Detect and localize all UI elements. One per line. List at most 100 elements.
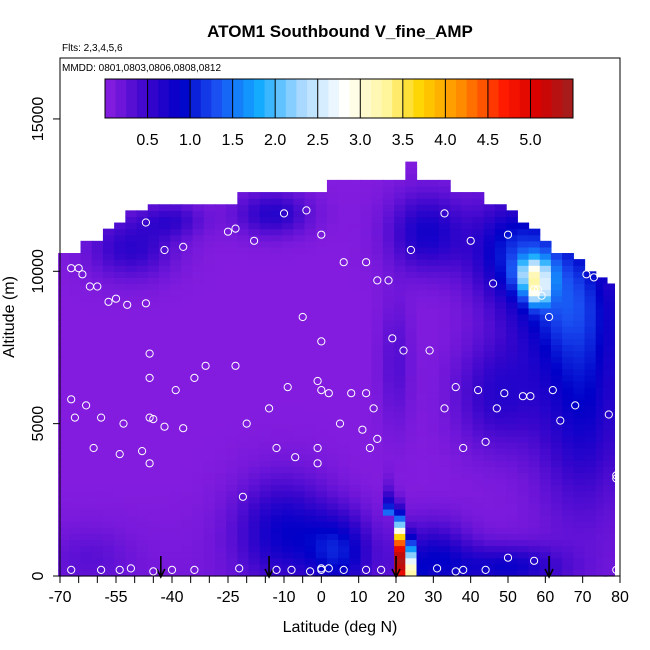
heatmap-cell [416,210,429,218]
heatmap-cell [203,545,216,553]
heatmap-cell [192,368,205,376]
heatmap-cell [573,374,586,382]
heatmap-cell [528,399,541,406]
heatmap-cell [494,228,507,236]
heatmap-cell [461,387,474,394]
heatmap-cell [237,326,250,333]
heatmap-cell [80,362,93,370]
heatmap-cell [248,313,261,321]
heatmap-cell [158,472,171,480]
heatmap-cell [181,271,194,278]
heatmap-cell [259,448,272,455]
heatmap-cell [259,344,272,352]
heatmap-cell [102,521,115,528]
heatmap-cell [214,204,227,211]
heatmap-cell [203,448,216,455]
heatmap-cell [450,234,462,242]
heatmap-cell [528,417,541,425]
heatmap-cell [494,429,507,437]
heatmap-cell [494,521,507,528]
heatmap-cell [226,539,238,547]
heatmap-cell [203,307,216,315]
heatmap-cell [528,551,541,559]
heatmap-cell [158,484,171,492]
heatmap-cell [214,210,227,218]
heatmap-cell [573,515,586,522]
heatmap-cell [517,563,530,571]
heatmap-cell [58,253,70,260]
heatmap-cell [114,490,126,498]
heatmap-cell [58,271,70,278]
heatmap-cell [237,502,250,510]
heatmap-cell [170,222,182,230]
heatmap-cell [293,344,306,352]
heatmap-cell [461,533,474,541]
heatmap-cell [170,411,182,419]
sample-marker [141,218,150,227]
heatmap-cell [259,435,272,443]
heatmap-cell [158,496,171,504]
heatmap-cell [394,338,406,346]
colorbar-tick-label: 3.5 [392,132,414,149]
heatmap-cell [416,508,429,516]
heatmap-cell [170,557,182,565]
colorbar-segment [434,79,446,118]
heatmap-cell [170,399,182,406]
heatmap-cell [248,472,261,480]
heatmap-cell [304,527,317,534]
heatmap-cell [528,515,541,522]
heatmap-cell [584,380,597,388]
heatmap-cell [603,563,615,571]
heatmap-cell [595,539,608,547]
heatmap-cell [603,320,615,327]
heatmap-cell [427,277,440,285]
heatmap-cell [91,380,104,388]
heatmap-cell [371,448,384,455]
heatmap-cell [461,356,474,364]
heatmap-cell [416,423,429,431]
heatmap-cell [517,277,530,285]
heatmap-cell [562,417,574,425]
heatmap-cell [282,338,294,346]
heatmap-cell [528,460,541,467]
heatmap-cell [237,448,250,455]
heatmap-cell [394,259,406,266]
heatmap-cell [91,521,104,528]
heatmap-cell [450,216,462,224]
heatmap-cell [573,289,586,297]
heatmap-cell [304,301,317,309]
sample-marker [160,422,169,431]
heatmap-cell [237,277,250,285]
heatmap-cell [371,326,384,333]
heatmap-cell [214,295,227,303]
heatmap-cell [326,222,339,230]
heatmap-cell [349,508,362,516]
heatmap-cell [450,496,462,504]
heatmap-cell [573,460,586,467]
heatmap-cell [69,350,82,358]
heatmap-cell [315,246,328,254]
heatmap-cell [338,441,350,449]
heatmap-cell [158,350,171,358]
heatmap-cell [427,216,440,224]
heatmap-cell [125,271,138,278]
heatmap-cell [539,393,552,400]
heatmap-cell [91,502,104,510]
heatmap-cell [270,478,283,486]
heatmap-cell [349,216,362,224]
heatmap-cell [282,277,294,285]
heatmap-cell [450,454,462,461]
heatmap-cell [147,271,160,278]
heatmap-cell [573,265,586,272]
heatmap-cell [405,435,418,443]
heatmap-cell [304,271,317,278]
heatmap-cell [158,240,171,248]
heatmap-cell [102,368,115,376]
heatmap-cell [192,356,205,364]
heatmap-cell [382,338,395,346]
heatmap-cell [248,271,261,278]
heatmap-cell [483,344,496,352]
heatmap-cell [405,301,418,309]
heatmap-cell [438,557,451,565]
heatmap-cell [192,326,205,333]
